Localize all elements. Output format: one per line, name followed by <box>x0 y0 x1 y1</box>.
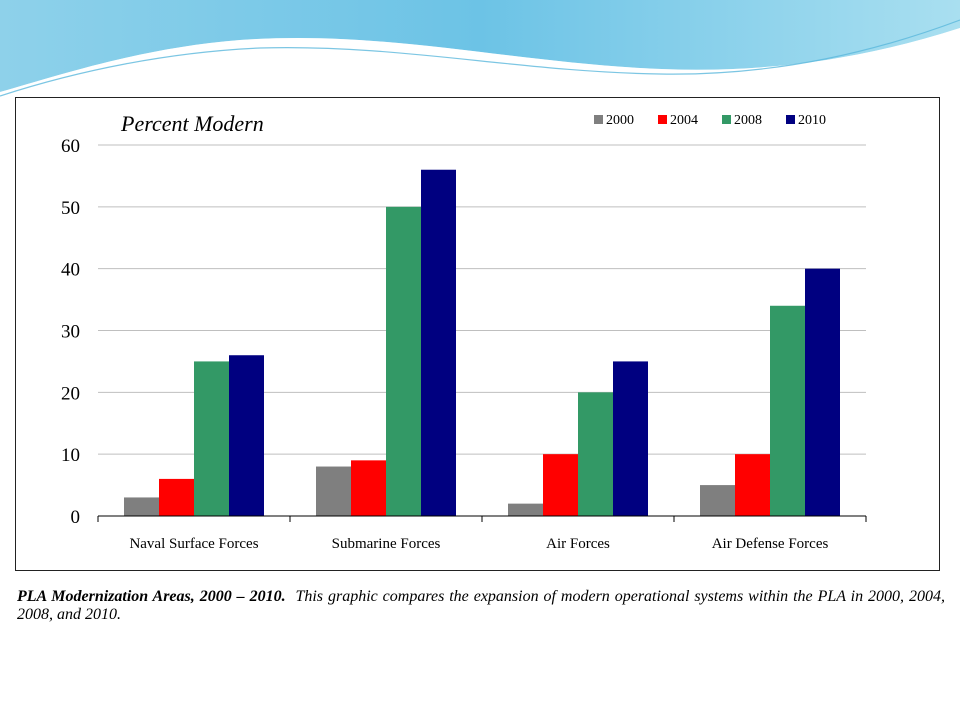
y-tick-label: 20 <box>61 383 80 404</box>
legend-label-2008: 2008 <box>734 113 762 128</box>
bar-2008 <box>770 305 805 516</box>
legend: 2000 2004 2008 2010 <box>594 113 826 128</box>
bar-2000 <box>700 485 735 516</box>
bar-2000 <box>508 503 543 516</box>
legend-label-2004: 2004 <box>670 113 698 128</box>
caption-title: PLA Modernization Areas, 2000 – 2010. <box>17 588 286 605</box>
x-category-label: Air Forces <box>546 536 610 552</box>
y-tick-label: 30 <box>61 322 80 343</box>
bar-2000 <box>124 497 159 516</box>
legend-swatch-2000 <box>594 115 603 124</box>
bar-2010 <box>805 268 840 516</box>
x-axis-categories: Naval Surface Forces Submarine Forces Air … <box>129 536 828 552</box>
axes <box>97 515 867 522</box>
y-tick-label: 40 <box>61 260 80 281</box>
caption-text: This graphic compares the expansion of m… <box>17 588 945 623</box>
legend-label-2010: 2010 <box>798 113 826 128</box>
bar-2004 <box>159 478 194 516</box>
chart-title: Percent Modern <box>120 111 264 136</box>
bar-2010 <box>229 355 264 516</box>
legend-swatch-2004 <box>658 115 667 124</box>
bar-2004 <box>735 454 770 516</box>
y-tick-label: 10 <box>61 445 80 466</box>
bar-2000 <box>316 466 351 516</box>
legend-label-2000: 2000 <box>606 113 634 128</box>
bars <box>124 169 840 516</box>
bar-2008 <box>386 206 421 516</box>
y-tick-label: 60 <box>61 136 80 157</box>
x-category-label: Submarine Forces <box>332 536 441 552</box>
y-tick-label: 50 <box>61 198 80 219</box>
x-category-label: Air Defense Forces <box>712 536 829 552</box>
chart-frame: 0 10 20 30 40 50 60 Naval Surface Forces Submar… <box>15 97 940 571</box>
legend-swatch-2010 <box>786 115 795 124</box>
bar-2004 <box>543 454 578 516</box>
legend-swatch-2008 <box>722 115 731 124</box>
bar-2010 <box>421 169 456 516</box>
bar-2008 <box>578 392 613 516</box>
y-axis-ticks: 0 10 20 30 40 50 60 <box>61 136 80 528</box>
bar-chart: 0 10 20 30 40 50 60 Naval Surface Forces Submar… <box>61 111 867 552</box>
bar-2008 <box>194 361 229 516</box>
figure-caption: PLA Modernization Areas, 2000 – 2010. Th… <box>17 588 945 624</box>
y-tick-label: 0 <box>71 507 81 528</box>
bar-2004 <box>351 460 386 516</box>
bar-2010 <box>613 361 648 516</box>
header-wave-decoration <box>0 0 960 100</box>
x-category-label: Naval Surface Forces <box>129 536 258 552</box>
